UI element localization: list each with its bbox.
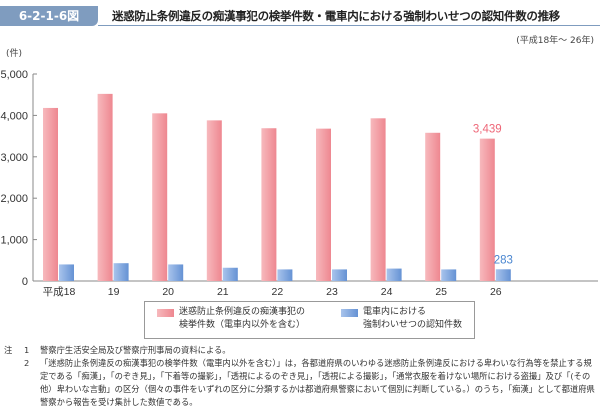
x-tick-label: 平成18 bbox=[43, 286, 76, 298]
y-tick-label: 2,000 bbox=[0, 193, 28, 205]
note-text: 警察庁生活安全局及び警察庁刑事局の資料による。 bbox=[40, 345, 231, 355]
legend-label-line1: 迷惑防止条例違反の痴漢事犯の bbox=[179, 307, 306, 317]
bar-chart: 0 1,000 2,000 3,000 4,000 5,000 平成18 19 20 21 22 23… bbox=[0, 69, 598, 298]
bar-arrest-count bbox=[425, 132, 441, 281]
note-2: 2 「迷惑防止条例違反の痴漢事犯の検挙件数（電車内以外を含む）」は，各都道府県の… bbox=[4, 357, 596, 409]
title-underline bbox=[98, 25, 600, 26]
y-tick-label: 0 bbox=[22, 276, 28, 288]
bar-arrest-count bbox=[316, 128, 331, 281]
x-tick-label: 23 bbox=[326, 286, 338, 298]
x-tick-label: 19 bbox=[108, 286, 120, 298]
bar-train-indecency-count bbox=[277, 269, 293, 281]
note-1: 注 1 警察庁生活安全局及び警察庁刑事局の資料による。 bbox=[4, 344, 596, 357]
x-tick-label: 21 bbox=[217, 286, 229, 298]
bar-train-indecency-count bbox=[332, 269, 347, 281]
bar-arrest-count bbox=[206, 120, 222, 281]
bar-train-indecency-count bbox=[441, 269, 457, 281]
legend: 迷惑防止条例違反の痴漢事犯の 検挙件数（電車内以外を含む） 電車内における強制わい… bbox=[144, 301, 475, 339]
legend-label-line2: 検挙件数（電車内以外を含む） bbox=[179, 320, 306, 330]
y-tick-label: 4,000 bbox=[0, 110, 28, 122]
x-tick-label: 20 bbox=[162, 286, 174, 298]
bar-arrest-count bbox=[43, 107, 58, 281]
legend-swatch-pink bbox=[157, 309, 174, 317]
legend-label-line1: 電車内における bbox=[363, 307, 427, 317]
y-tick-label: 5,000 bbox=[0, 69, 28, 81]
bar-train-indecency-count bbox=[168, 264, 184, 281]
y-tick-label: 3,000 bbox=[0, 152, 28, 164]
bar-train-indecency-count bbox=[222, 267, 238, 281]
bar-train-indecency-count bbox=[59, 264, 74, 281]
y-axis-unit: (件) bbox=[6, 49, 23, 59]
note-number: 1 bbox=[24, 345, 30, 355]
figure-number-badge: 6-2-1-6図 bbox=[0, 6, 98, 26]
note-number: 2 bbox=[24, 358, 30, 368]
bar-arrest-count bbox=[370, 118, 386, 281]
bar-arrest-count bbox=[479, 138, 495, 281]
x-tick-label: 22 bbox=[272, 286, 284, 298]
notes: 注 1 警察庁生活安全局及び警察庁刑事局の資料による。 2 「迷惑防止条例違反の… bbox=[4, 344, 596, 409]
x-tick-label: 24 bbox=[381, 286, 393, 298]
bar-train-indecency-count bbox=[495, 269, 511, 281]
legend-swatch-blue bbox=[341, 309, 358, 317]
bar-train-indecency-count bbox=[113, 263, 129, 281]
legend-label-line2: 強制わいせつの認知件数 bbox=[363, 320, 463, 330]
y-tick-label: 1,000 bbox=[0, 235, 28, 247]
x-tick-label: 26 bbox=[490, 286, 502, 298]
note-text: 「迷惑防止条例違反の痴漢事犯の検挙件数（電車内以外を含む）」は，各都道府県のいわ… bbox=[40, 358, 595, 407]
x-tick-label: 25 bbox=[435, 286, 447, 298]
bar-arrest-count bbox=[97, 93, 113, 281]
data-label: 3,439 bbox=[473, 124, 502, 136]
chart-title: 迷惑防止条例違反の痴漢事犯の検挙件数・電車内における強制わいせつの認知件数の推移 bbox=[112, 9, 560, 23]
note-mark: 注 bbox=[4, 345, 13, 355]
bar-train-indecency-count bbox=[386, 268, 402, 281]
data-label: 283 bbox=[494, 254, 513, 266]
period-label: (平成18年～ 26年) bbox=[516, 36, 594, 46]
bar-arrest-count bbox=[261, 128, 277, 281]
bar-arrest-count bbox=[152, 113, 168, 281]
